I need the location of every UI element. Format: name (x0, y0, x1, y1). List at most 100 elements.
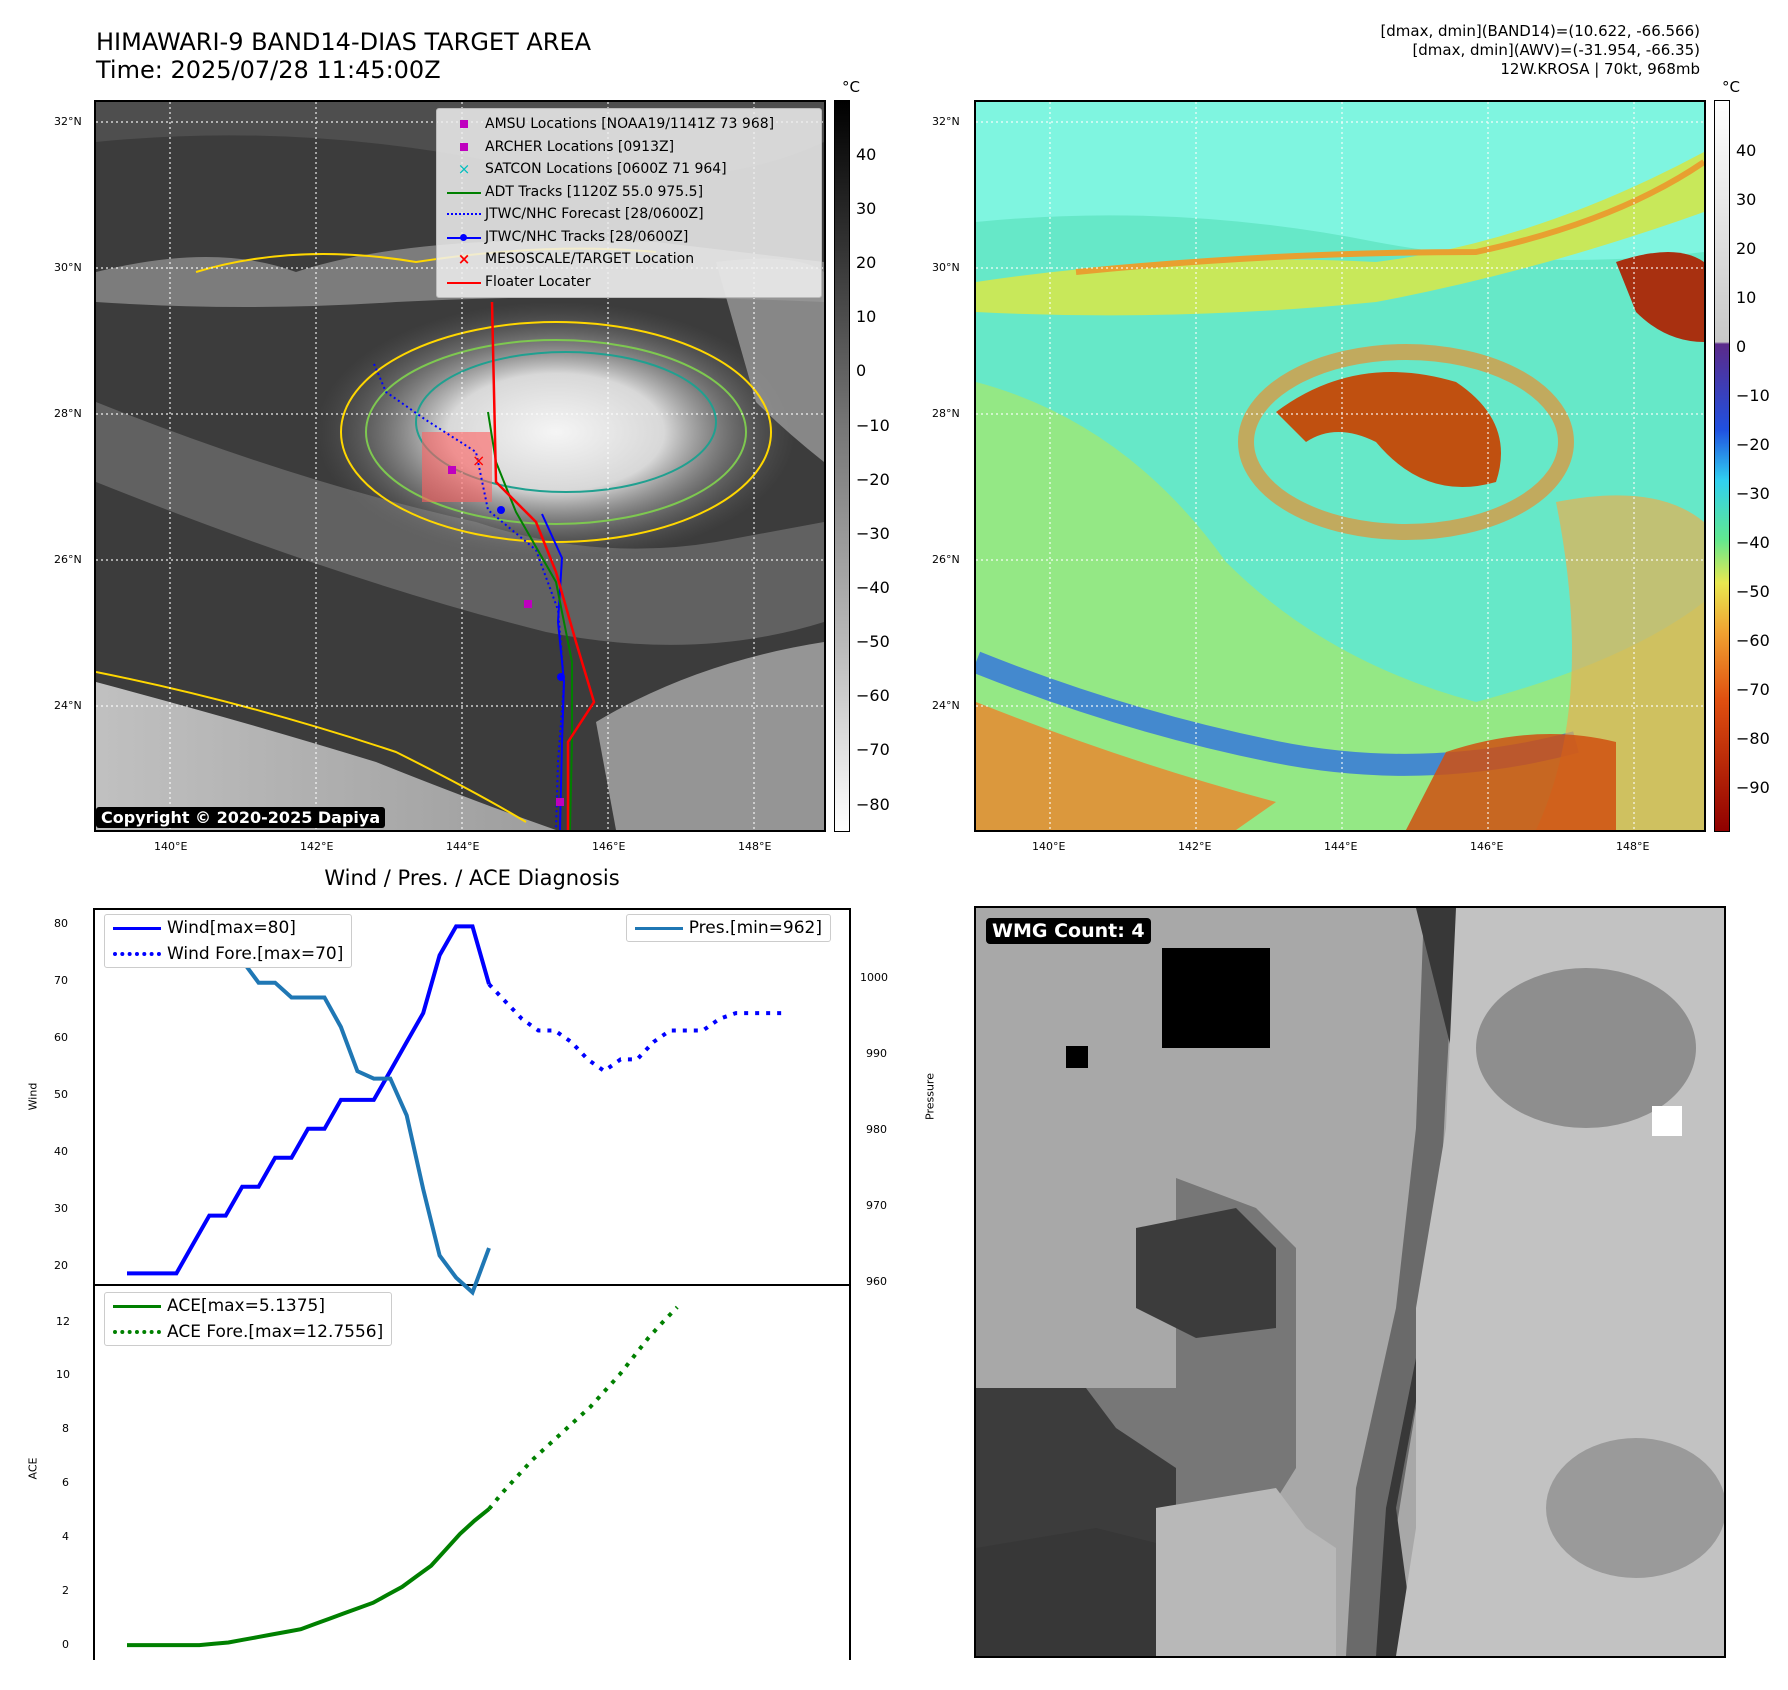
cbar-tick: −40 (1736, 533, 1770, 552)
cbar-tick: 30 (856, 199, 877, 218)
line-dot-icon (447, 226, 481, 248)
pressure-tick: 990 (866, 1047, 887, 1060)
pressure-axis-label: Pressure (923, 1073, 937, 1120)
gray-colorbar (834, 100, 850, 832)
cbar-tick: −60 (856, 686, 890, 705)
lat-label: 30°N (932, 261, 960, 274)
wind-tick: 70 (54, 974, 68, 987)
cbar-tick: 40 (1736, 141, 1757, 160)
line-marker-icon (447, 181, 481, 203)
wind-legend: Wind[max=80] Wind Fore.[max=70] (104, 914, 353, 968)
cbar-tick: −70 (856, 740, 890, 759)
ace-tick: 2 (62, 1584, 69, 1597)
wind-tick: 50 (54, 1088, 68, 1101)
cbar-tick: 20 (856, 253, 877, 272)
ace-tick: 4 (62, 1530, 69, 1543)
ace-axes-frame (93, 1284, 851, 1660)
wmg-mid-patch (1546, 1438, 1724, 1578)
cbar-tick: −70 (1736, 680, 1770, 699)
wind-tick: 20 (54, 1259, 68, 1272)
wind-series-layer (127, 924, 786, 1276)
enh-cloud-southeast (1406, 734, 1616, 830)
lat-label: 24°N (932, 699, 960, 712)
legend-wind-forecast: Wind Fore.[max=70] (105, 941, 351, 967)
dotted-line-icon (113, 1319, 161, 1345)
color-colorbar (1714, 100, 1730, 832)
ir-contour-green (365, 339, 747, 525)
cbar-tick: −10 (1736, 386, 1770, 405)
ace-series-layer (127, 1305, 679, 1648)
lon-label: 140°E (154, 840, 188, 853)
title-line-1: HIMAWARI-9 BAND14-DIAS TARGET AREA (96, 28, 592, 56)
cbar-tick: −20 (1736, 435, 1770, 454)
cbar-tick: 10 (856, 307, 877, 326)
lon-label: 146°E (592, 840, 626, 853)
wind-tick: 80 (54, 917, 68, 930)
cbar-tick: −40 (856, 578, 890, 597)
diag-title: Wind / Pres. / ACE Diagnosis (324, 866, 620, 890)
cbar-tick: −50 (856, 632, 890, 651)
wmg-dark-stripe (1376, 908, 1456, 1656)
square-marker-icon (447, 136, 481, 158)
x-marker-icon: × (457, 160, 471, 178)
lon-label: 144°E (1324, 840, 1358, 853)
lat-label: 28°N (54, 407, 82, 420)
legend-ace: ACE[max=5.1375] (105, 1293, 391, 1319)
wind-tick: 40 (54, 1145, 68, 1158)
jtwc-track (541, 513, 566, 830)
lat-label: 24°N (54, 699, 82, 712)
legend-row-jtwc-tracks: JTWC/NHC Tracks [28/0600Z] (437, 226, 821, 249)
lon-label: 148°E (1616, 840, 1650, 853)
ace-series-observed (127, 1507, 491, 1648)
enh-cloud-south (976, 702, 1276, 830)
lat-label: 30°N (54, 261, 82, 274)
cbar-tick: 30 (1736, 190, 1757, 209)
target-x-marker: × (472, 451, 485, 470)
ir-cloud-southeast (596, 642, 824, 830)
wind-series-forecast (487, 982, 786, 1074)
cbar-tick: 0 (856, 361, 867, 380)
lat-label: 26°N (932, 553, 960, 566)
wmg-light-patch (1156, 1488, 1336, 1656)
dotted-line-icon (113, 941, 161, 967)
cbar-tick: 40 (856, 145, 877, 164)
figure-title: HIMAWARI-9 BAND14-DIAS TARGET AREA Time:… (96, 28, 591, 84)
legend-row-mesoscale: × MESOSCALE/TARGET Location (437, 248, 821, 271)
x-marker-icon: × (457, 250, 471, 268)
pressure-tick: 960 (866, 1275, 887, 1288)
color-cbar-unit: °C (1722, 78, 1740, 96)
cbar-tick: −80 (856, 795, 890, 814)
storm-info: [dmax, dmin](BAND14)=(10.622, -66.566) [… (1140, 22, 1700, 79)
legend-wind: Wind[max=80] (105, 915, 351, 941)
cbar-tick: 0 (1736, 337, 1747, 356)
enh-map-gridlines (976, 102, 1704, 830)
enh-storm-ring (1238, 344, 1574, 540)
ir-cloud-south (96, 682, 556, 830)
jtwc-forecast-track (373, 363, 566, 830)
legend-ace-forecast: ACE Fore.[max=12.7556] (105, 1319, 391, 1345)
pressure-legend: Pres.[min=962] (625, 914, 831, 942)
ir-contour-teal (415, 351, 717, 493)
legend-row-satcon: × SATCON Locations [0600Z 71 964] (437, 158, 821, 181)
ace-tick: 10 (56, 1368, 70, 1381)
solid-line-icon (113, 1293, 161, 1319)
floater-track (490, 301, 596, 830)
wmg-mid-patch (1476, 968, 1696, 1128)
legend-row-jtwc-forecast: JTWC/NHC Forecast [28/0600Z] (437, 203, 821, 226)
enh-storm-core (1276, 372, 1501, 487)
wmg-white-pixel (1652, 1106, 1682, 1136)
ace-series-forecast (487, 1305, 679, 1511)
lon-label: 142°E (1178, 840, 1212, 853)
cbar-tick: −30 (1736, 484, 1770, 503)
title-line-2: Time: 2025/07/28 11:45:00Z (96, 56, 441, 84)
jtwc-point (557, 673, 565, 681)
ir-grayscale-map: × AMSU Locations [NOAA19/1141Z 73 968] A… (94, 100, 826, 832)
legend-pressure: Pres.[min=962] (627, 915, 830, 941)
legend-row-amsu: AMSU Locations [NOAA19/1141Z 73 968] (437, 113, 821, 136)
info-line-2: [dmax, dmin](AWV)=(-31.954, -66.35) (1412, 41, 1700, 59)
lat-label: 28°N (932, 407, 960, 420)
cbar-tick: −10 (856, 416, 890, 435)
legend-row-adt: ADT Tracks [1120Z 55.0 975.5] (437, 181, 821, 204)
dotted-line-icon (447, 203, 481, 225)
lat-label: 32°N (932, 115, 960, 128)
